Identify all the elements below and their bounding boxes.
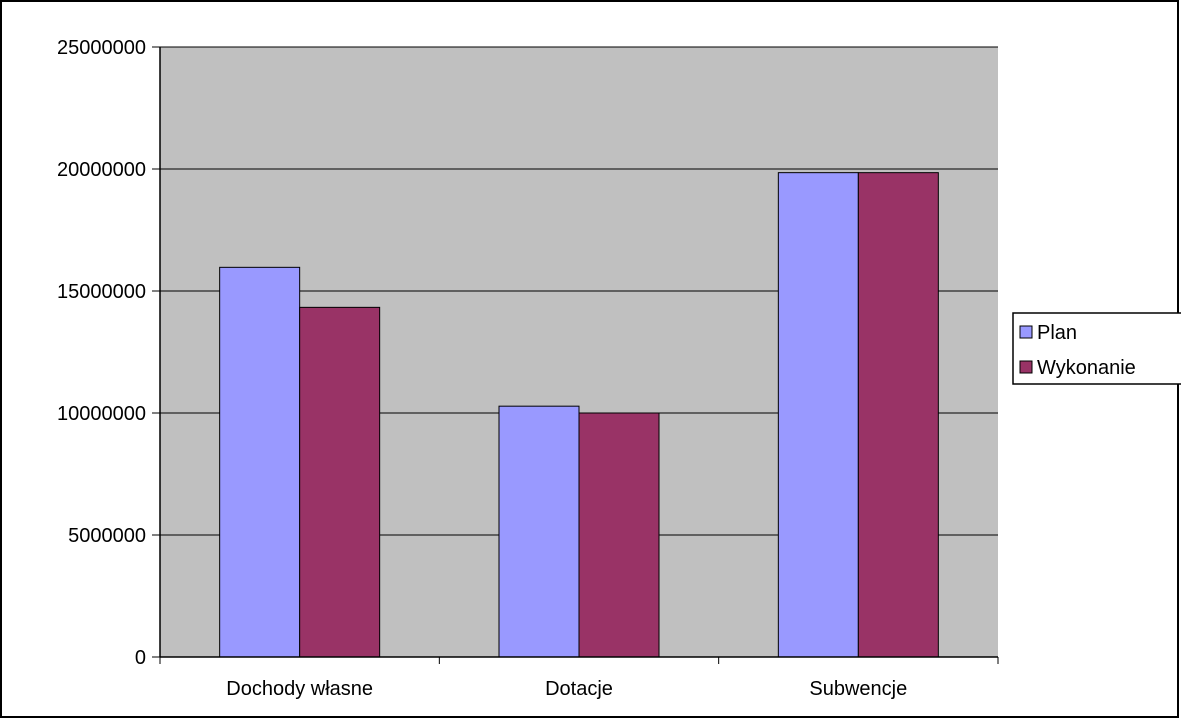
bar-plan-2 [777,172,859,658]
bar-wykonanie-1 [578,412,660,658]
y-tick-label: 25000000 [57,37,146,59]
x-category-label: Dochody własne [226,678,373,700]
legend-label-wykonanie: Wykonanie [1037,357,1136,379]
bar-plan-0 [219,266,301,658]
legend-label-plan: Plan [1037,322,1077,344]
y-tick-label: 0 [135,647,146,669]
legend: Plan Wykonanie [1012,312,1181,385]
axes [159,47,999,664]
legend-swatch-plan [1019,325,1033,339]
legend-swatch-wykonanie [1019,360,1033,374]
bars [219,172,939,658]
x-axis-labels: Dochody własne Dotacje Subwencje [226,678,907,700]
y-axis-ticks: 0 5000000 10000000 15000000 20000000 25000000 [57,37,160,669]
y-tick-label: 15000000 [57,281,146,303]
y-tick-label: 5000000 [68,525,146,547]
x-category-label: Dotacje [545,678,613,700]
bar-wykonanie-0 [299,306,381,658]
bar-wykonanie-2 [857,172,939,658]
x-category-label: Subwencje [809,678,907,700]
legend-box [1012,312,1181,385]
bar-plan-1 [498,405,580,658]
y-tick-label: 10000000 [57,403,146,425]
y-tick-label: 20000000 [57,159,146,181]
